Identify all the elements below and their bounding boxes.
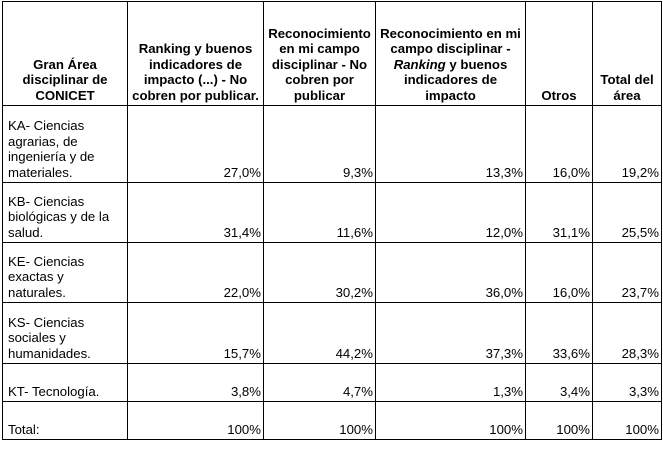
header-mixto: Reconocimiento en mi campo disciplinar -… <box>375 1 526 106</box>
row-area: Total: <box>2 401 128 440</box>
row-area: KA- Ciencias agrarias, de ingeniería y d… <box>2 105 128 183</box>
cell-mixto: 100% <box>375 401 526 440</box>
header-mixto-pre: Reconocimiento en mi campo disciplinar - <box>380 25 521 57</box>
cell-total: 25,5% <box>592 182 662 243</box>
cell-otros: 3,4% <box>525 363 593 402</box>
cell-otros: 33,6% <box>525 302 593 364</box>
cell-reconocimiento: 4,7% <box>263 363 376 402</box>
cell-reconocimiento: 30,2% <box>263 242 376 303</box>
cell-total: 100% <box>592 401 662 440</box>
header-mixto-post: y buenos indicadores de impacto <box>403 56 508 103</box>
header-row: Gran Área disciplinar de CONICET Ranking… <box>2 1 662 106</box>
cell-otros: 31,1% <box>525 182 593 243</box>
cell-reconocimiento: 100% <box>263 401 376 440</box>
cell-otros: 100% <box>525 401 593 440</box>
cell-ranking: 100% <box>127 401 264 440</box>
cell-mixto: 37,3% <box>375 302 526 364</box>
total-row: Total: 100% 100% 100% 100% 100% <box>2 401 662 440</box>
cell-mixto: 13,3% <box>375 105 526 183</box>
cell-ranking: 22,0% <box>127 242 264 303</box>
header-total: Total del área <box>592 1 662 106</box>
row-area: KB- Ciencias biológicas y de la salud. <box>2 182 128 243</box>
row-area: KE- Ciencias exactas y naturales. <box>2 242 128 303</box>
header-ranking: Ranking y buenos indicadores de impacto … <box>127 1 264 106</box>
cell-total: 28,3% <box>592 302 662 364</box>
cell-ranking: 3,8% <box>127 363 264 402</box>
table-row: KB- Ciencias biológicas y de la salud. 3… <box>2 182 662 243</box>
header-reconocimiento: Reconocimiento en mi campo disciplinar -… <box>263 1 376 106</box>
data-table: Gran Área disciplinar de CONICET Ranking… <box>2 1 662 440</box>
table-row: KT- Tecnología. 3,8% 4,7% 1,3% 3,4% 3,3% <box>2 363 662 402</box>
cell-mixto: 36,0% <box>375 242 526 303</box>
table-row: KE- Ciencias exactas y naturales. 22,0% … <box>2 242 662 303</box>
cell-total: 23,7% <box>592 242 662 303</box>
cell-ranking: 31,4% <box>127 182 264 243</box>
cell-otros: 16,0% <box>525 242 593 303</box>
header-mixto-em: Ranking <box>393 56 446 72</box>
row-area: KS- Ciencias sociales y humanidades. <box>2 302 128 364</box>
table-row: KS- Ciencias sociales y humanidades. 15,… <box>2 302 662 364</box>
header-area: Gran Área disciplinar de CONICET <box>2 1 128 106</box>
cell-total: 19,2% <box>592 105 662 183</box>
cell-otros: 16,0% <box>525 105 593 183</box>
table-row: KA- Ciencias agrarias, de ingeniería y d… <box>2 105 662 183</box>
cell-reconocimiento: 11,6% <box>263 182 376 243</box>
header-otros: Otros <box>525 1 593 106</box>
cell-mixto: 1,3% <box>375 363 526 402</box>
cell-ranking: 27,0% <box>127 105 264 183</box>
row-area: KT- Tecnología. <box>2 363 128 402</box>
cell-total: 3,3% <box>592 363 662 402</box>
cell-ranking: 15,7% <box>127 302 264 364</box>
cell-reconocimiento: 44,2% <box>263 302 376 364</box>
cell-reconocimiento: 9,3% <box>263 105 376 183</box>
cell-mixto: 12,0% <box>375 182 526 243</box>
